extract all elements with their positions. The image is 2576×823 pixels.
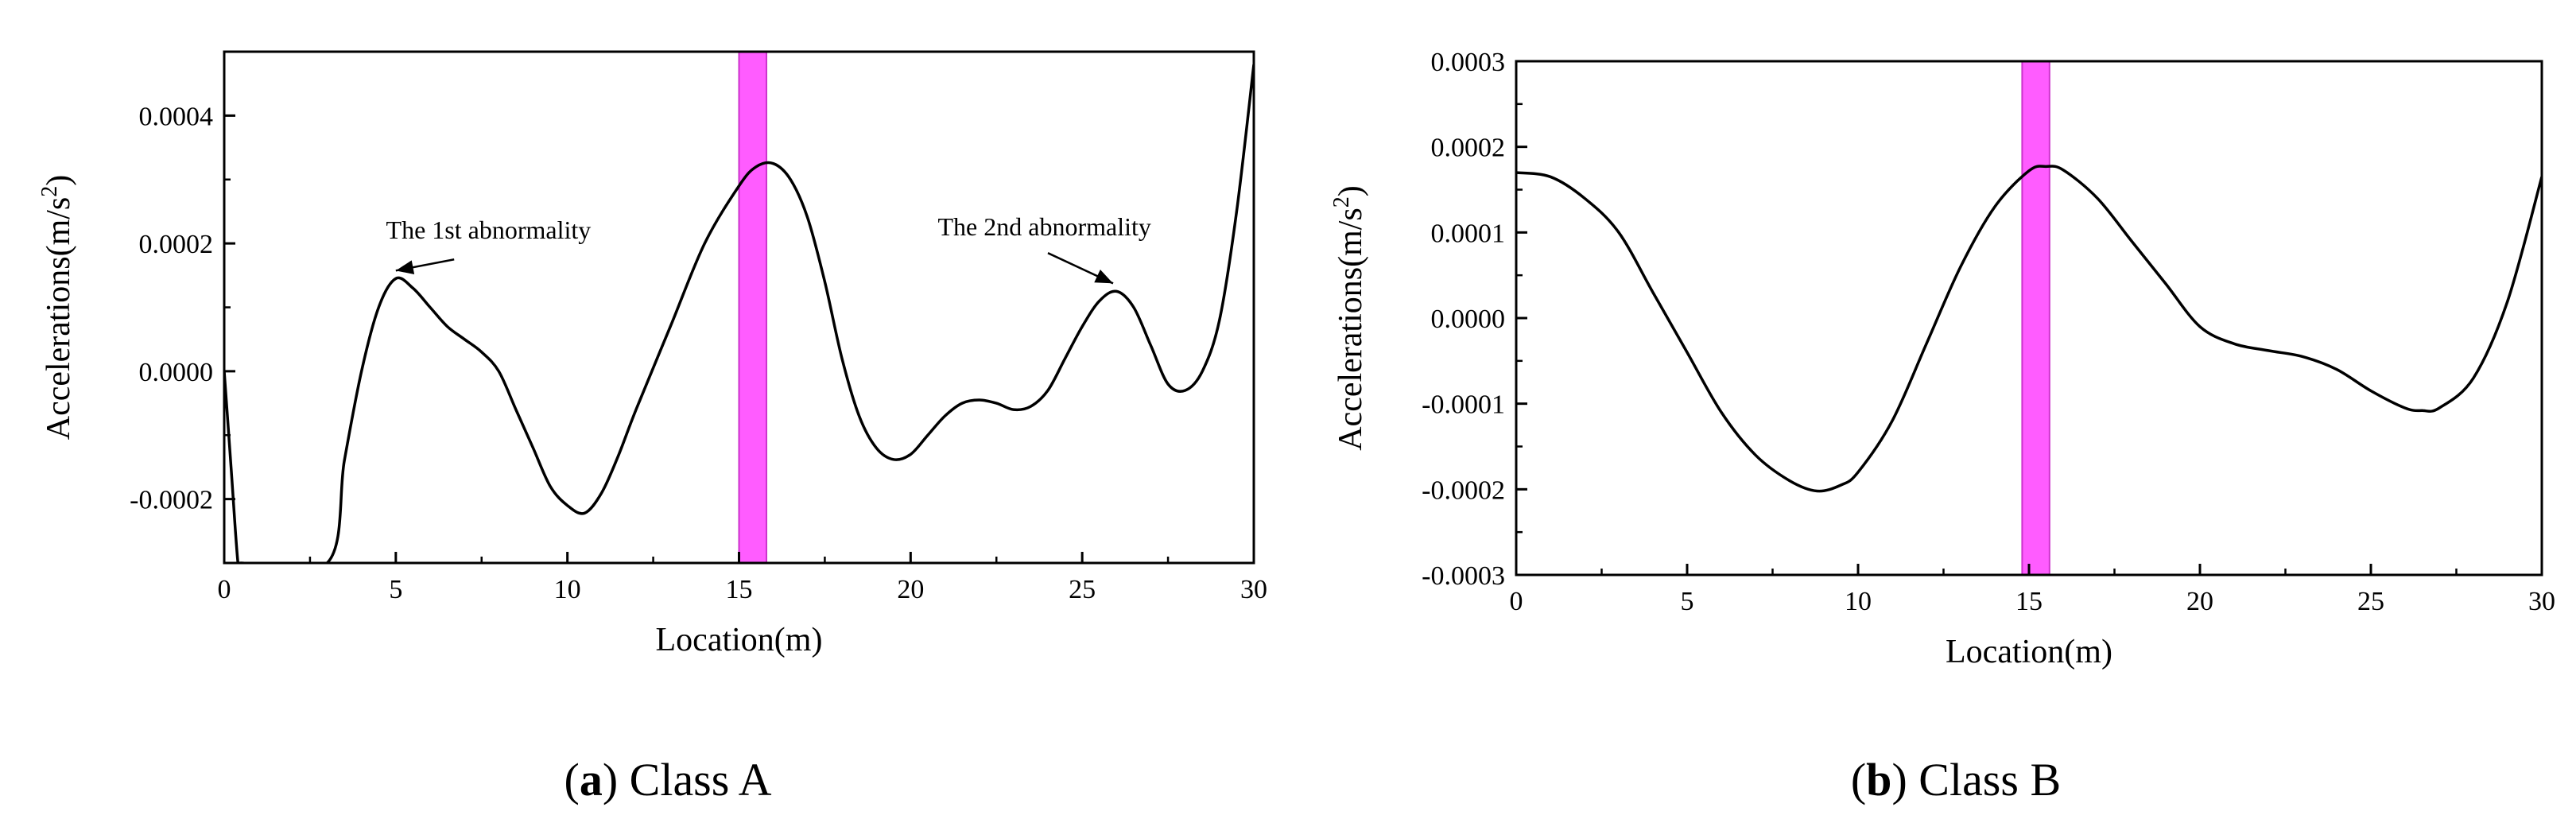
annotation-label-a-0: The 1st abnormality (386, 215, 592, 244)
annotation-arrowhead-a-1 (1094, 269, 1114, 284)
annotation-label-a-1: The 2nd abnormality (937, 212, 1150, 241)
x-tick-label-b-4: 20 (2186, 587, 2213, 616)
plot-area-b (1516, 61, 2542, 575)
y-axis-title-base-a: Accelerations(m/s (41, 197, 77, 441)
y-tick-label-b-3: 0.0000 (1431, 305, 1506, 334)
plot-area-a (224, 52, 1254, 563)
caption-b: (b) Class B (1851, 754, 2061, 806)
x-tick-label-a-6: 30 (1240, 575, 1267, 604)
x-tick-label-b-2: 10 (1845, 587, 1872, 616)
y-tick-label-a-2: 0.0002 (139, 230, 214, 259)
y-tick-label-b-4: 0.0001 (1431, 219, 1506, 248)
caption-open-paren-b: ( (1851, 754, 1866, 806)
y-tick-label-a-0: -0.0002 (130, 486, 213, 515)
caption-letter-b: b (1866, 754, 1891, 806)
series-line-a-0 (224, 64, 1254, 563)
annotations-a: The 1st abnormality The 2nd abnormality (386, 212, 1151, 285)
caption-letter-a: a (580, 754, 603, 806)
x-tick-label-a-0: 0 (218, 575, 231, 604)
x-tick-label-b-3: 15 (2015, 587, 2043, 616)
x-tick-label-b-6: 30 (2528, 587, 2555, 616)
caption-close-paren-a: ) (603, 754, 630, 806)
highlight-band-b (2021, 61, 2050, 575)
x-tick-label-a-5: 25 (1069, 575, 1096, 604)
x-tick-label-b-0: 0 (1510, 587, 1523, 616)
ticks-a: 0 5 10 15 20 25 30 -0.0002 0.0000 0.0002 0.0004 (130, 50, 1267, 604)
caption-close-paren-b: ) (1891, 754, 1918, 806)
y-tick-label-a-1: 0.0000 (139, 358, 214, 387)
y-axis-title-b: Accelerations(m/s2) (1329, 185, 1369, 451)
caption-text-b: Class B (1918, 754, 2061, 806)
y-axis-title-close-b: ) (1333, 185, 1369, 196)
x-tick-label-b-1: 5 (1681, 587, 1694, 616)
ticks-b: 0 5 10 15 20 25 30 -0.0003 -0.0002 -0.0001 0.0000 0… (1422, 48, 2555, 616)
x-tick-label-a-2: 10 (554, 575, 581, 604)
x-tick-label-a-3: 15 (726, 575, 753, 604)
y-axis-title-base-b: Accelerations(m/s (1333, 208, 1369, 451)
y-axis-title-close-a: ) (41, 175, 77, 186)
caption-open-paren-a: ( (564, 754, 579, 806)
y-tick-label-b-1: -0.0002 (1422, 476, 1505, 505)
y-axis-title-a: Accelerations(m/s2) (37, 175, 77, 441)
x-axis-title-a: Location(m) (656, 622, 823, 658)
y-tick-label-b-2: -0.0001 (1422, 390, 1505, 420)
y-tick-label-b-5: 0.0002 (1431, 134, 1506, 163)
series-line-b-0 (1516, 165, 2542, 493)
x-tick-label-a-1: 5 (389, 575, 402, 604)
y-axis-title-sup-b: 2 (1329, 196, 1354, 208)
x-axis-title-b: Location(m) (1946, 634, 2112, 670)
y-tick-label-a-3: 0.0004 (139, 102, 214, 131)
chart-panel-a: 0 5 10 15 20 25 30 -0.0002 0.0000 0.0002 0.0004 Th… (37, 50, 1267, 806)
chart-panel-b: 0 5 10 15 20 25 30 -0.0003 -0.0002 -0.0001 0.0000 0… (1329, 48, 2555, 806)
x-tick-label-b-5: 25 (2357, 587, 2384, 616)
caption-text-a: Class A (630, 754, 772, 806)
y-axis-title-sup-a: 2 (37, 186, 62, 197)
y-tick-label-b-0: -0.0003 (1422, 561, 1505, 591)
annotation-arrowhead-a-0 (395, 260, 415, 275)
caption-a: (a) Class A (564, 754, 771, 806)
x-tick-label-a-4: 20 (897, 575, 924, 604)
highlight-band-a (738, 52, 768, 563)
y-tick-label-b-6: 0.0003 (1431, 48, 1506, 77)
